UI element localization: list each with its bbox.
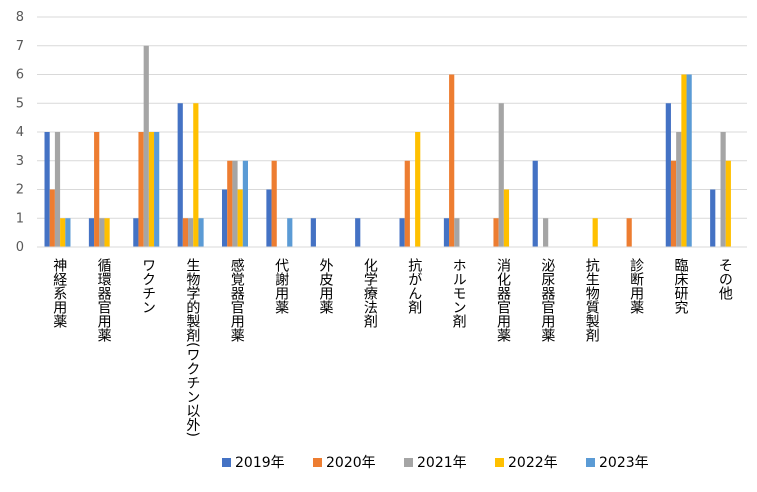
bar bbox=[271, 160, 277, 247]
x-category-label: ワクチン bbox=[140, 258, 156, 314]
bar bbox=[710, 189, 716, 247]
legend-label: 2020年 bbox=[326, 455, 376, 471]
bar bbox=[287, 218, 293, 247]
bar bbox=[681, 74, 687, 247]
bar bbox=[493, 218, 499, 247]
bar bbox=[138, 132, 144, 247]
bar bbox=[592, 218, 598, 247]
x-category-label: 臨床研究 bbox=[672, 258, 688, 315]
bar bbox=[188, 218, 194, 247]
bar bbox=[49, 189, 55, 247]
y-tick-label: 7 bbox=[16, 39, 24, 54]
y-tick-label: 6 bbox=[16, 68, 24, 83]
bar bbox=[65, 218, 71, 247]
legend-swatch bbox=[495, 458, 504, 467]
legend-label: 2021年 bbox=[417, 455, 467, 471]
bar bbox=[720, 132, 726, 247]
bar bbox=[60, 218, 66, 247]
y-tick-label: 5 bbox=[16, 96, 24, 111]
bar bbox=[227, 160, 233, 247]
bar bbox=[399, 218, 405, 247]
bar bbox=[182, 218, 189, 247]
x-category-label: 外皮用薬 bbox=[317, 258, 333, 314]
legend-label: 2023年 bbox=[599, 455, 649, 471]
bar bbox=[670, 160, 677, 247]
x-category-label: その他 bbox=[717, 258, 733, 301]
legend-swatch bbox=[404, 458, 413, 467]
bar bbox=[498, 103, 504, 247]
x-category-label: 抗がん剤 bbox=[406, 258, 422, 315]
bar bbox=[99, 218, 105, 247]
bar bbox=[94, 132, 100, 247]
bar bbox=[725, 160, 731, 247]
bars bbox=[44, 45, 731, 247]
x-category-label: 抗生物質製剤 bbox=[584, 258, 600, 343]
bar bbox=[443, 218, 450, 247]
bar bbox=[232, 160, 238, 247]
y-axis: 0 1 2 3 4 5 6 7 8 bbox=[16, 10, 24, 255]
bar bbox=[266, 189, 272, 247]
bar bbox=[198, 218, 204, 247]
bar bbox=[237, 189, 243, 247]
bar bbox=[310, 218, 316, 247]
x-category-label: 生物学的製剤(ワクチン以外) bbox=[184, 258, 200, 437]
y-tick-label: 0 bbox=[16, 240, 24, 255]
legend-swatch bbox=[586, 458, 595, 467]
bar bbox=[355, 218, 361, 247]
x-category-label: 神経系用薬 bbox=[51, 258, 67, 328]
bar bbox=[665, 103, 671, 247]
y-tick-label: 4 bbox=[16, 125, 24, 140]
bar bbox=[532, 160, 538, 247]
bar bbox=[449, 74, 455, 247]
x-category-label: 泌尿器官用薬 bbox=[539, 258, 555, 342]
bar bbox=[143, 45, 149, 247]
bar bbox=[88, 218, 95, 247]
x-category-label: 診断用薬 bbox=[628, 258, 644, 314]
bar bbox=[454, 218, 460, 247]
bar bbox=[193, 103, 199, 247]
bar bbox=[543, 218, 549, 247]
legend: 2019年 2020年 2021年 2022年 2023年 bbox=[222, 455, 649, 471]
x-axis: 神経系用薬 循環器官用薬 ワクチン 生物学的製剤(ワクチン以外) 感覚器官用薬 代謝用薬 外… bbox=[51, 257, 733, 437]
bar bbox=[54, 132, 61, 247]
y-tick-label: 1 bbox=[16, 211, 24, 226]
bar bbox=[415, 132, 421, 247]
y-tick-label: 3 bbox=[16, 154, 24, 169]
bar bbox=[177, 103, 183, 247]
bar bbox=[148, 132, 155, 247]
bar bbox=[242, 160, 248, 247]
x-category-label: 消化器官用薬 bbox=[495, 258, 511, 342]
bar bbox=[626, 218, 632, 247]
legend-swatch bbox=[222, 458, 231, 467]
x-category-label: ホルモン剤 bbox=[451, 258, 467, 329]
legend-label: 2019年 bbox=[235, 455, 285, 471]
x-category-label: 感覚器官用薬 bbox=[229, 257, 245, 342]
bar bbox=[104, 218, 110, 247]
bar bbox=[503, 189, 510, 247]
bar bbox=[404, 160, 410, 247]
legend-swatch bbox=[313, 458, 322, 467]
bar bbox=[154, 132, 160, 247]
bar bbox=[44, 132, 50, 247]
y-tick-label: 8 bbox=[16, 10, 24, 25]
bar bbox=[676, 132, 682, 247]
y-tick-label: 2 bbox=[16, 183, 24, 198]
bar bbox=[133, 218, 139, 247]
x-category-label: 代謝用薬 bbox=[273, 258, 289, 314]
x-category-label: 化学療法剤 bbox=[362, 258, 378, 329]
x-category-label: 循環器官用薬 bbox=[96, 258, 112, 342]
bar bbox=[686, 74, 692, 247]
bar bbox=[222, 189, 228, 247]
legend-label: 2022年 bbox=[508, 455, 558, 471]
